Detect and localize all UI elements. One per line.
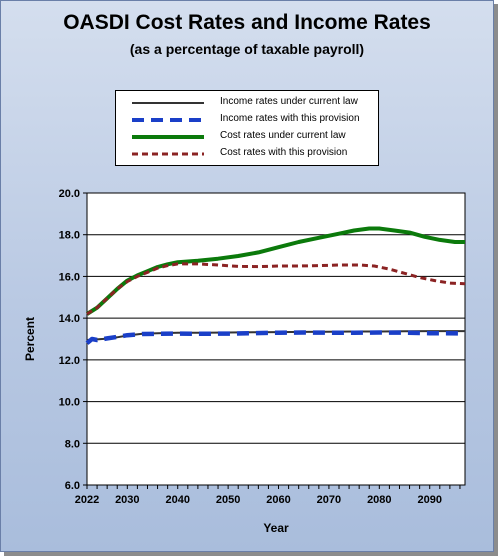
y-tick-label: 18.0	[59, 230, 80, 242]
chart-subtitle: (as a percentage of taxable payroll)	[129, 41, 365, 57]
y-tick-label: 12.0	[59, 355, 80, 367]
legend-label: Cost rates under current law	[220, 130, 346, 141]
legend-swatch-income-provision	[132, 118, 204, 122]
y-tick-label: 14.0	[59, 313, 80, 325]
y-tick-label: 6.0	[65, 480, 80, 492]
series-line-cost-current	[85, 226, 465, 316]
x-tick-label: 2060	[266, 494, 290, 506]
x-tick-label: 2080	[367, 494, 391, 506]
legend-label: Cost rates with this provision	[220, 147, 348, 158]
x-tick-label: 2050	[216, 494, 240, 506]
chart-title: OASDI Cost Rates and Income Rates	[63, 11, 431, 34]
line-chart: 6.0 8.0 10.0 12.0 14.0 16.0 18.0 20.0 2022 2030 20…	[23, 188, 466, 535]
legend-label: Income rates with this provision	[220, 113, 360, 124]
x-tick-label: 2040	[165, 494, 189, 506]
x-tick-label: 2022	[75, 494, 99, 506]
y-tick-label: 20.0	[59, 188, 80, 200]
x-tick-label: 2070	[317, 494, 341, 506]
y-tick-label: 10.0	[59, 397, 80, 409]
legend-item-income-current: Income rates under current law	[116, 94, 378, 112]
legend-item-cost-provision: Cost rates with this provision	[116, 145, 378, 163]
series-line-cost-provision	[86, 262, 466, 316]
legend-swatch-cost-current	[132, 135, 204, 139]
y-axis-title: Percent	[23, 317, 37, 361]
legend-item-cost-current: Cost rates under current law	[116, 128, 378, 146]
legend-item-income-provision: Income rates with this provision	[116, 111, 378, 129]
x-tick-label: 2030	[115, 494, 139, 506]
legend: Income rates under current law Income ra…	[115, 90, 379, 166]
plot-area	[86, 192, 466, 486]
x-tick-label: 2090	[417, 494, 441, 506]
series-line-income-provision	[85, 330, 466, 345]
y-tick-label: 16.0	[59, 271, 80, 283]
legend-swatch-cost-provision	[132, 152, 204, 156]
legend-swatch-income-current	[132, 102, 204, 104]
y-tick-label: 8.0	[65, 438, 80, 450]
legend-label: Income rates under current law	[220, 96, 358, 107]
x-axis-title: Year	[263, 521, 289, 535]
